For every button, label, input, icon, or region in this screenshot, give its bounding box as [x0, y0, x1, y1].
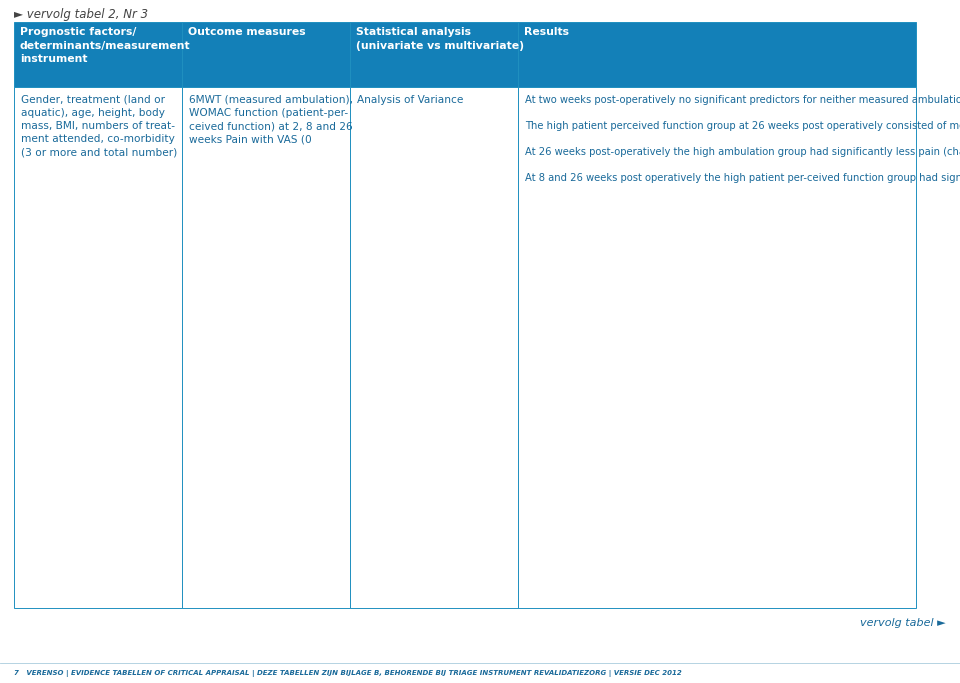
Text: vervolg tabel ►: vervolg tabel ► [860, 618, 946, 628]
Bar [14, 22, 182, 87]
Text: 7   VERENSO | EVIDENCE TABELLEN OF CRITICAL APPRAISAL | DEZE TABELLEN ZIJN BIJLA: 7 VERENSO | EVIDENCE TABELLEN OF CRITICA… [14, 670, 682, 677]
Text: Results: Results [524, 27, 569, 37]
Text: At two weeks post-operatively no significant predictors for neither measured amb: At two weeks post-operatively no signifi… [525, 95, 960, 183]
Bar [182, 22, 350, 87]
Text: Statistical analysis
(univariate vs multivariate): Statistical analysis (univariate vs mult… [356, 27, 524, 51]
Text: Outcome measures: Outcome measures [188, 27, 305, 37]
Text: Analysis of Variance: Analysis of Variance [357, 95, 464, 105]
Text: ► vervolg tabel 2, Nr 3: ► vervolg tabel 2, Nr 3 [14, 8, 148, 21]
Text: 6MWT (measured ambulation),
WOMAC function (patient-per-
ceived function) at 2, : 6MWT (measured ambulation), WOMAC functi… [189, 95, 353, 144]
Text: Gender, treatment (land or
aquatic), age, height, body
mass, BMI, numbers of tre: Gender, treatment (land or aquatic), age… [21, 95, 178, 157]
Text: Prognostic factors/
determinants/measurement
instrument: Prognostic factors/ determinants/measure… [20, 27, 191, 64]
Bar [182, 87, 350, 608]
Bar [518, 87, 916, 608]
Bar [14, 87, 182, 608]
Bar [350, 22, 518, 87]
Bar [350, 87, 518, 608]
Bar [518, 22, 916, 87]
